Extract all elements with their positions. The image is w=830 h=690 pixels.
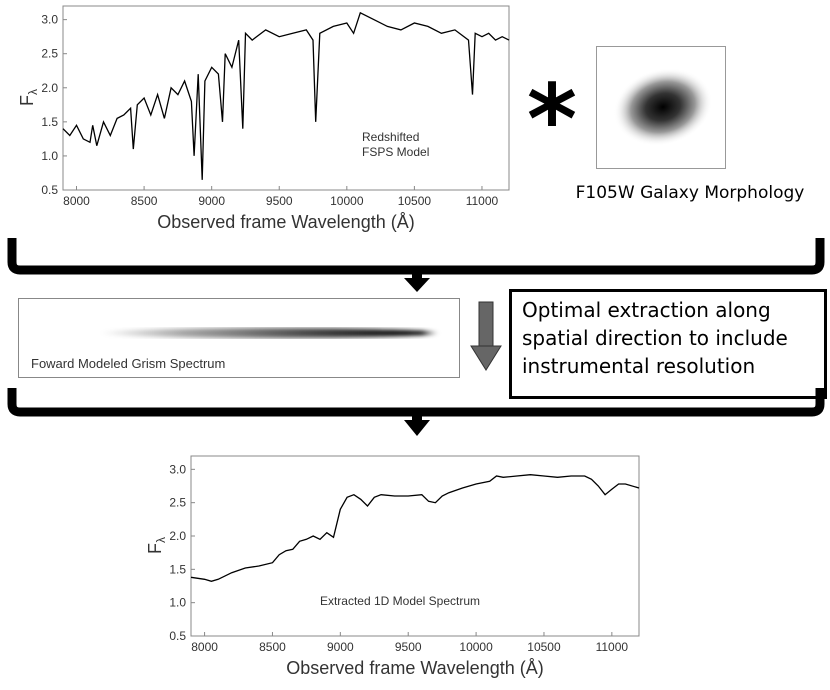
y-tick-label: 0.5	[41, 183, 58, 197]
grism-caption: Foward Modeled Grism Spectrum	[31, 356, 226, 371]
grism-trace	[99, 328, 439, 338]
extraction-line-2: spatial direction to include	[522, 326, 788, 350]
x-tick-label: 10000	[459, 640, 493, 654]
y-tick-label: 3.0	[169, 462, 186, 476]
y-tick-label: 2.0	[169, 529, 186, 543]
x-tick-label: 9500	[395, 640, 422, 654]
spectrum-line	[190, 474, 640, 582]
plot-frame	[190, 455, 640, 637]
chart-annotation: Extracted 1D Model Spectrum	[320, 594, 480, 608]
x-tick-label: 11000	[596, 640, 629, 654]
y-axis-subscript: λ	[26, 89, 40, 95]
morphology-caption: F105W Galaxy Morphology	[575, 183, 805, 203]
y-tick-label: 0.5	[169, 629, 186, 643]
top-chart: 8000 8500 9000 9500 10000 10500 11000 0.5 1.0 1.5…	[17, 5, 510, 232]
x-tick-label: 8500	[131, 194, 158, 208]
extraction-line-3: instrumental resolution	[522, 354, 756, 378]
plot-frame	[62, 5, 510, 191]
y-tick-label: 2.0	[41, 81, 58, 95]
spectrum-line	[62, 11, 510, 180]
y-tick-label: 1.0	[169, 596, 186, 610]
y-axis-subscript: λ	[154, 537, 168, 543]
galaxy-blob	[613, 68, 713, 146]
convolution-operator: *	[526, 64, 578, 176]
x-axis-label: Observed frame Wavelength (Å)	[286, 658, 543, 678]
x-tick-label: 10500	[398, 194, 432, 208]
y-tick-label: 2.5	[41, 47, 58, 61]
galaxy-morphology-image	[596, 46, 726, 169]
y-tick-label: 2.5	[169, 496, 186, 510]
x-axis-label: Observed frame Wavelength (Å)	[157, 212, 414, 232]
extraction-line-1: Optimal extraction along	[522, 298, 771, 322]
x-tick-label: 8000	[63, 194, 90, 208]
combine-bracket-bottom	[7, 388, 825, 436]
x-tick-label: 11000	[466, 194, 499, 208]
extraction-note-box: Optimal extraction along spatial directi…	[509, 289, 827, 399]
bottom-chart: 8000 8500 9000 9500 10000 10500 11000 0.5 1.0 1.5…	[145, 455, 640, 678]
x-tick-label: 8000	[191, 640, 218, 654]
y-tick-label: 1.0	[41, 149, 58, 163]
x-tick-label: 10500	[527, 640, 561, 654]
x-tick-label: 8500	[259, 640, 286, 654]
y-tick-label: 1.5	[169, 562, 186, 576]
grism-spectrum-panel: Foward Modeled Grism Spectrum	[18, 298, 460, 378]
y-tick-label: 1.5	[41, 115, 58, 129]
extraction-arrow	[470, 301, 502, 371]
x-tick-label: 9000	[198, 194, 225, 208]
x-tick-label: 10000	[330, 194, 364, 208]
y-axis-label: Fλ	[17, 89, 40, 106]
chart-annotation: FSPS Model	[362, 145, 429, 159]
combine-bracket-top	[7, 238, 825, 292]
y-tick-label: 3.0	[41, 13, 58, 27]
x-tick-label: 9000	[327, 640, 354, 654]
y-axis-label: Fλ	[145, 537, 168, 554]
chart-annotation: Redshifted	[362, 130, 419, 144]
x-tick-label: 9500	[266, 194, 293, 208]
